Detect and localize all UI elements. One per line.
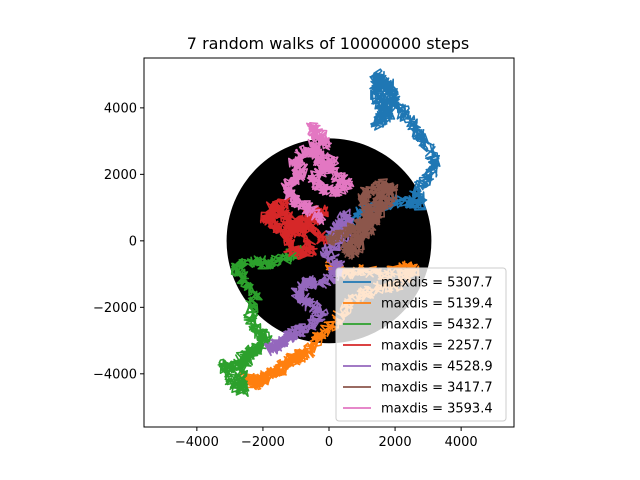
- legend-label: maxdis = 5307.7: [381, 276, 493, 291]
- legend-label: maxdis = 4528.9: [381, 360, 493, 375]
- x-tick-label: 4000: [445, 435, 478, 450]
- legend: maxdis = 5307.7 maxdis = 5139.4 maxdis = 5…: [335, 267, 507, 422]
- walk-line-7: [280, 122, 355, 226]
- legend-box: [335, 267, 507, 422]
- random-walks: [217, 68, 441, 397]
- y-tick-label: 2000: [104, 168, 137, 183]
- y-tick-label: −4000: [93, 367, 137, 382]
- x-tick-label: −4000: [175, 435, 219, 450]
- legend-label: maxdis = 5139.4: [381, 297, 493, 312]
- y-tick-label: 0: [129, 234, 137, 249]
- x-tick-label: 2000: [379, 435, 412, 450]
- chart-title: 7 random walks of 10000000 steps: [187, 34, 469, 53]
- y-axis-ticks: −4000 −2000 0 2000 4000: [93, 101, 144, 382]
- walk-line-6: [325, 178, 399, 260]
- x-axis-ticks: −4000 −2000 0 2000 4000: [175, 427, 478, 450]
- y-tick-label: 4000: [104, 101, 137, 116]
- y-tick-label: −2000: [93, 301, 137, 316]
- legend-label: maxdis = 3417.7: [381, 381, 493, 396]
- legend-label: maxdis = 2257.7: [381, 339, 493, 354]
- x-tick-label: −2000: [241, 435, 285, 450]
- legend-label: maxdis = 5432.7: [381, 318, 493, 333]
- x-tick-label: 0: [325, 435, 333, 450]
- legend-label: maxdis = 3593.4: [381, 402, 493, 417]
